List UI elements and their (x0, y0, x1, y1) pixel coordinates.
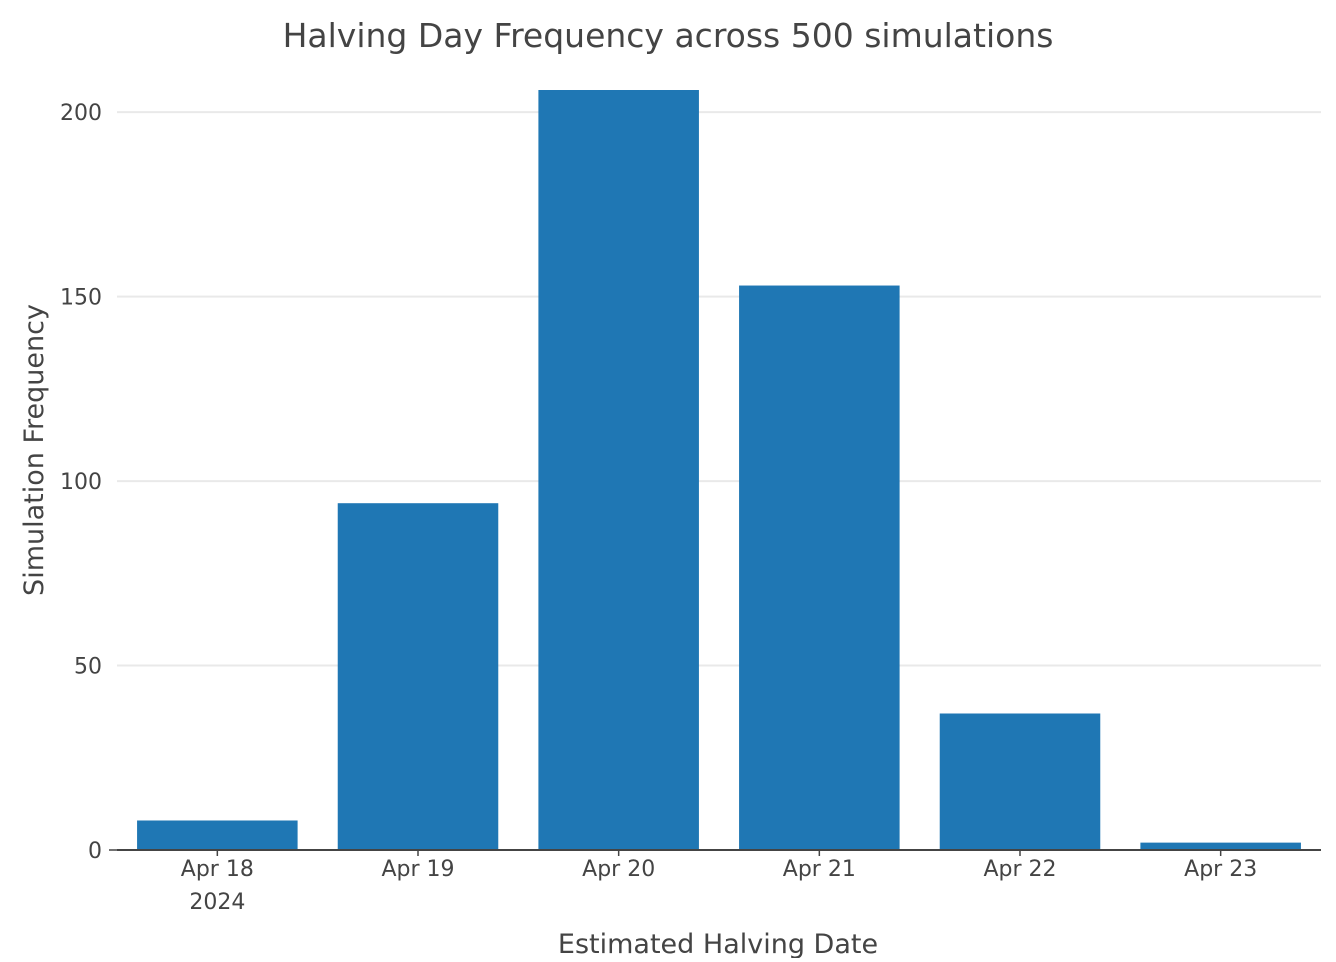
y-tick-label: 200 (60, 101, 102, 126)
x-tick-label: Apr 19 (381, 857, 454, 882)
y-tick-label: 0 (88, 839, 102, 864)
bar (739, 285, 900, 851)
y-tick-label: 150 (60, 286, 102, 311)
tick-labels: 0 50 100 150 200 Apr 18 2024 Apr 19 Apr 20 Apr 21… (60, 101, 1257, 915)
axes (109, 849, 1321, 856)
bar (538, 90, 699, 850)
x-axis-title: Estimated Halving Date (558, 929, 878, 958)
bar (939, 713, 1101, 850)
y-tick-label: 50 (74, 655, 102, 680)
x-tick-label: Apr 21 (783, 857, 856, 882)
bar (1140, 842, 1301, 850)
x-tick-year-label: 2024 (189, 890, 245, 915)
bar (137, 820, 298, 850)
x-tick-label: Apr 20 (582, 857, 655, 882)
y-tick-label: 100 (60, 470, 102, 495)
x-tick-label: Apr 18 (181, 857, 254, 882)
bars (137, 90, 1301, 851)
bar (337, 503, 499, 850)
y-axis-title: Simulation Frequency (19, 304, 50, 596)
gridlines (117, 111, 1321, 667)
chart-title: Halving Day Frequency across 500 simulat… (283, 16, 1054, 55)
x-tick-label: Apr 22 (983, 857, 1056, 882)
x-tick-label: Apr 23 (1184, 857, 1257, 882)
